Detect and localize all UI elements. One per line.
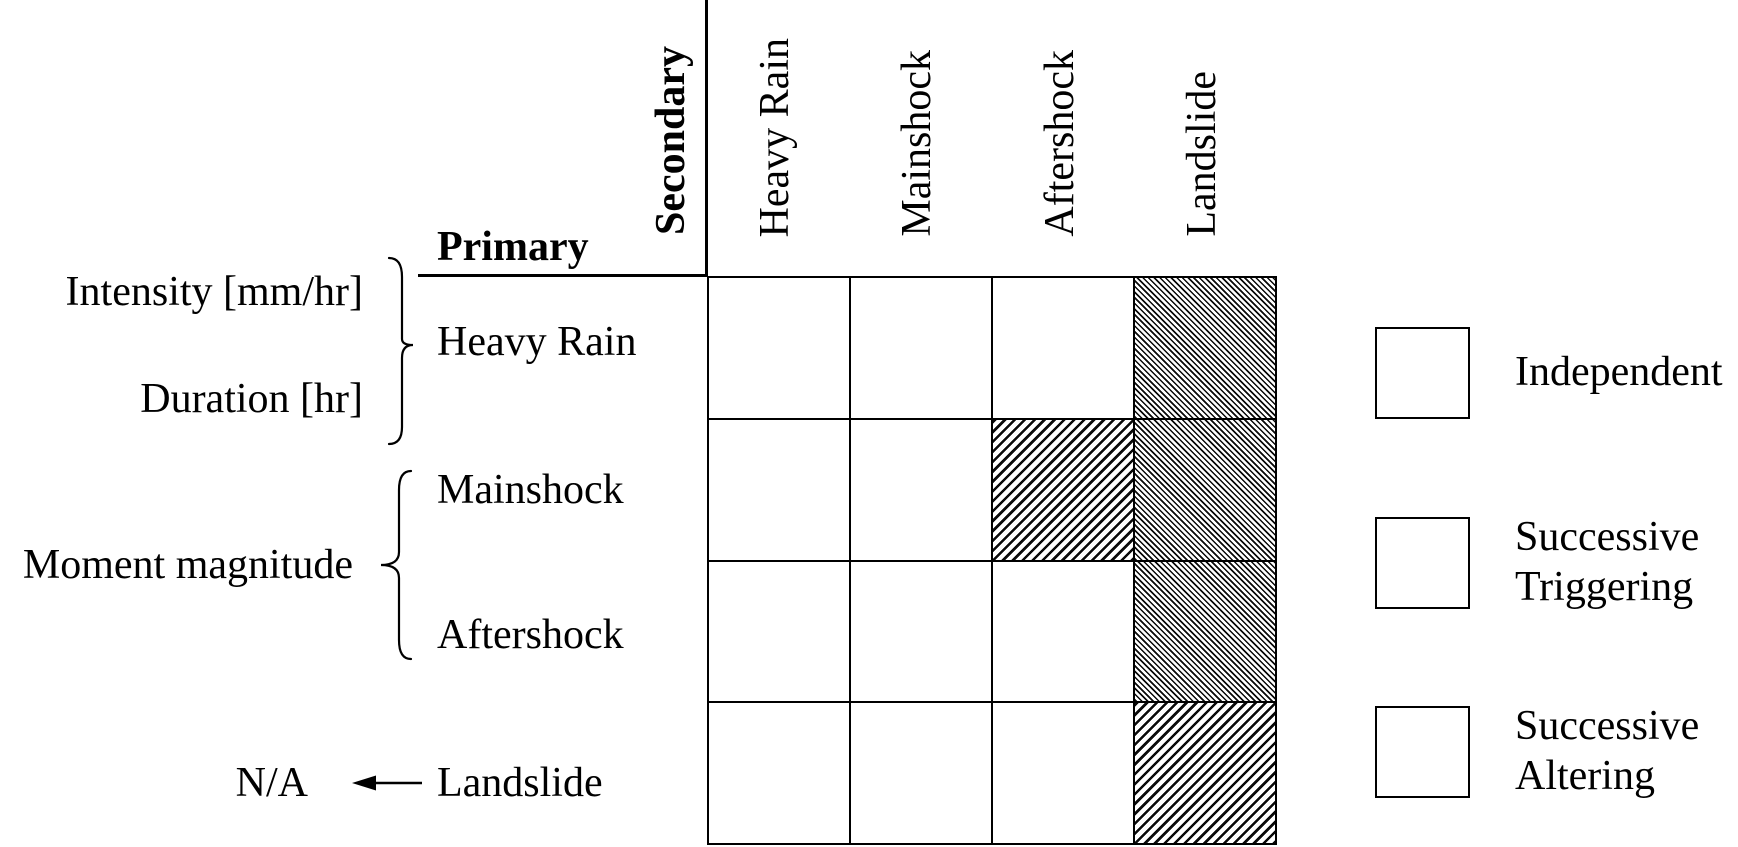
matrix-cell-aftershock-heavyrain xyxy=(708,560,850,703)
legend-item-independent: Independent xyxy=(1375,327,1723,419)
matrix-cell-aftershock-aftershock xyxy=(992,560,1134,703)
column-header-mainshock: Mainshock xyxy=(894,50,940,237)
column-header-heavy-rain: Heavy Rain xyxy=(752,37,798,237)
annotation-na: N/A xyxy=(235,759,308,806)
secondary-axis-line xyxy=(705,0,708,277)
matrix-cell-mainshock-aftershock xyxy=(992,418,1134,561)
brace-left-icon xyxy=(380,469,413,661)
legend-label-successive-triggering: Successive Triggering xyxy=(1515,514,1700,610)
row-label-landslide: Landslide xyxy=(437,759,603,806)
matrix-cell-mainshock-landslide xyxy=(1134,418,1276,561)
matrix-cell-aftershock-landslide xyxy=(1134,560,1276,703)
matrix-cell-aftershock-mainshock xyxy=(850,560,992,703)
legend-label-successive-altering: Successive Altering xyxy=(1515,702,1700,799)
primary-axis-line xyxy=(418,274,708,277)
legend-swatch-independent xyxy=(1375,327,1470,419)
matrix-cell-landslide-landslide xyxy=(1134,702,1276,844)
arrow-left-icon xyxy=(352,775,422,791)
primary-axis-label: Primary xyxy=(437,223,589,270)
annotation-duration: Duration [hr] xyxy=(140,375,363,422)
legend-swatch-successive-altering xyxy=(1375,705,1470,798)
legend-swatch-successive-triggering xyxy=(1375,517,1470,609)
legend-item-successive-triggering: Successive Triggering xyxy=(1375,514,1699,610)
matrix-cell-mainshock-mainshock xyxy=(850,418,992,561)
row-label-mainshock: Mainshock xyxy=(437,466,624,513)
matrix-cell-heavyrain-landslide xyxy=(1134,277,1276,419)
matrix-cell-mainshock-heavyrain xyxy=(708,418,850,561)
row-label-aftershock: Aftershock xyxy=(437,611,624,658)
matrix-cell-landslide-heavyrain xyxy=(708,702,850,844)
matrix-cell-heavyrain-heavyrain xyxy=(708,277,850,419)
matrix-cell-heavyrain-aftershock xyxy=(992,277,1134,419)
interaction-matrix-grid xyxy=(707,276,1277,845)
matrix-cell-landslide-mainshock xyxy=(850,702,992,844)
column-header-aftershock: Aftershock xyxy=(1037,50,1083,237)
legend-label-independent: Independent xyxy=(1515,349,1723,396)
row-label-heavy-rain: Heavy Rain xyxy=(437,318,637,365)
matrix-cell-heavyrain-mainshock xyxy=(850,277,992,419)
legend-item-successive-altering: Successive Altering xyxy=(1375,702,1700,799)
annotation-moment-magnitude: Moment magnitude xyxy=(22,541,353,588)
annotation-intensity: Intensity [mm/hr] xyxy=(65,268,363,315)
column-header-landslide: Landslide xyxy=(1179,71,1225,237)
brace-right-icon xyxy=(387,256,414,446)
matrix-cell-landslide-aftershock xyxy=(992,702,1134,844)
secondary-axis-label: Secondary xyxy=(648,46,694,235)
